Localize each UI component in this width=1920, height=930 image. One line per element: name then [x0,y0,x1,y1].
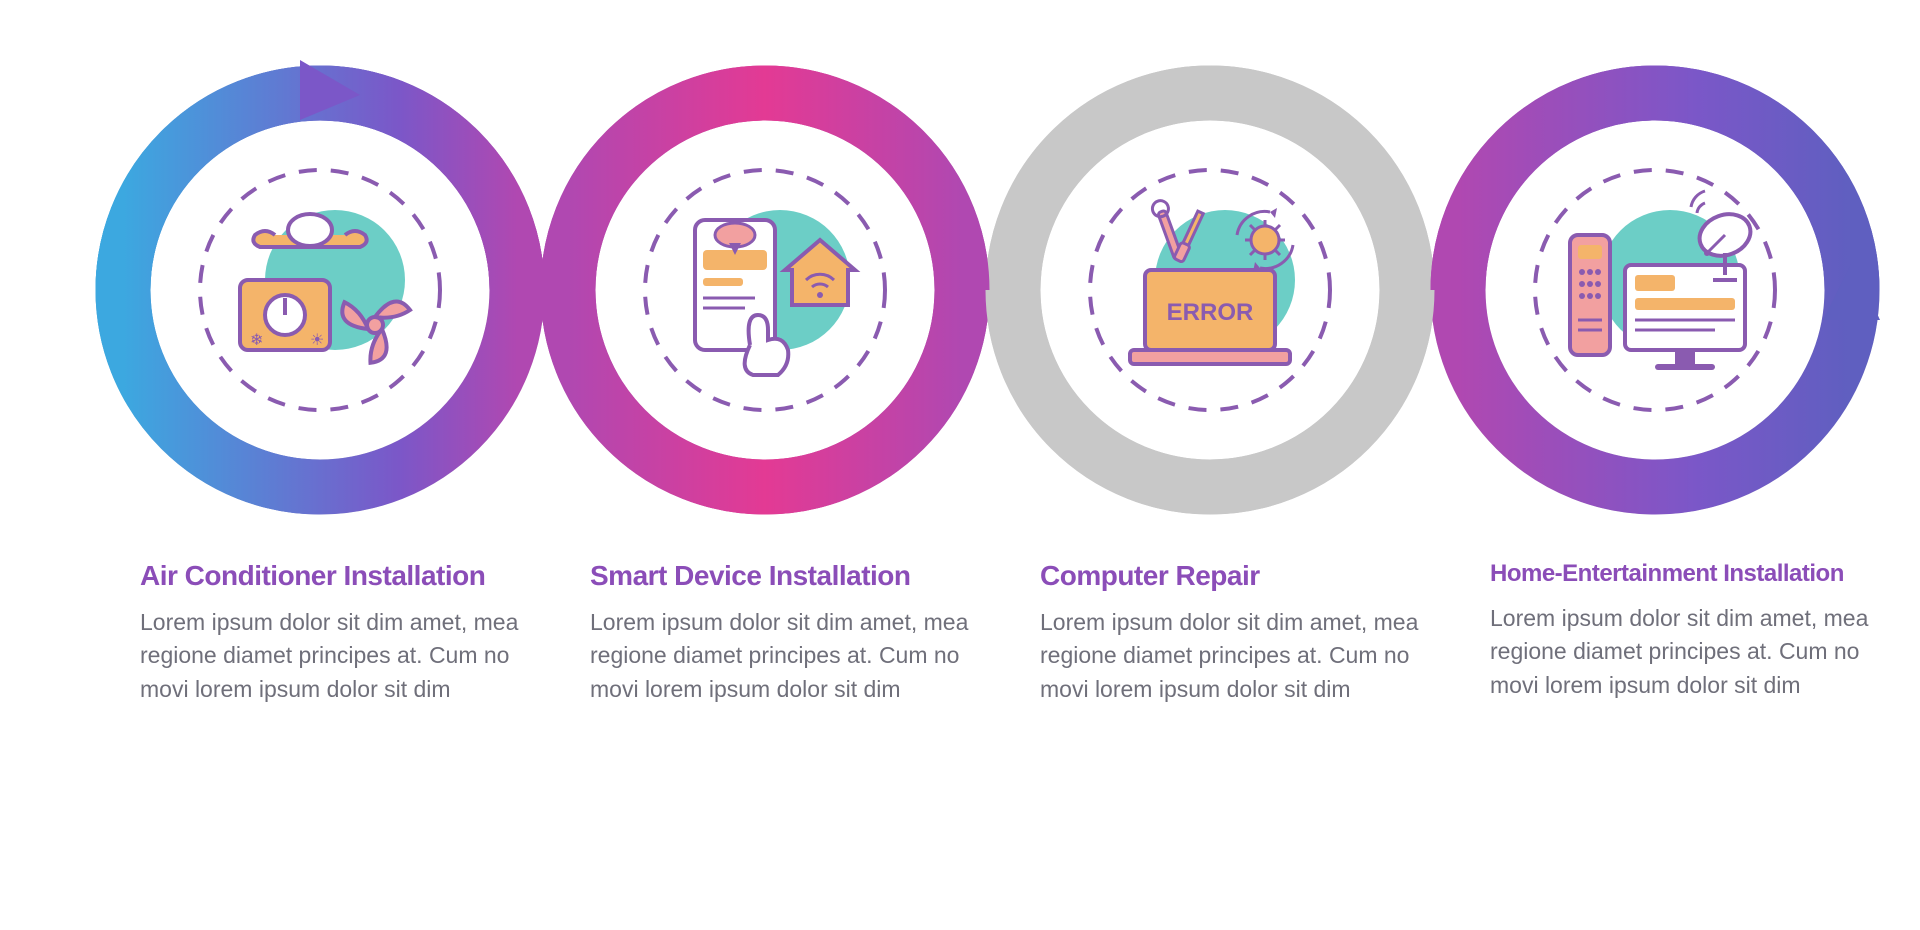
caption-4-title: Home-Entertainment Installation [1490,560,1870,588]
caption-3: Computer Repair Lorem ipsum dolor sit di… [1040,560,1420,706]
caption-2: Smart Device Installation Lorem ipsum do… [590,560,970,706]
caption-1: Air Conditioner Installation Lorem ipsum… [140,560,520,706]
caption-2-body: Lorem ipsum dolor sit dim amet, mea regi… [590,606,970,706]
caption-2-title: Smart Device Installation [590,560,970,592]
caption-3-body: Lorem ipsum dolor sit dim amet, mea regi… [1040,606,1420,706]
svg-text:❄: ❄ [250,332,263,349]
caption-3-title: Computer Repair [1040,560,1420,592]
infographic-stage: ❄ ☀ [0,0,1920,930]
ring-chain-svg: ❄ ☀ [0,0,1920,930]
caption-4: Home-Entertainment Installation Lorem ip… [1490,560,1870,706]
error-label: ERROR [1167,299,1254,326]
caption-1-body: Lorem ipsum dolor sit dim amet, mea regi… [140,606,520,706]
caption-1-title: Air Conditioner Installation [140,560,520,592]
svg-text:☀: ☀ [310,332,324,349]
captions-row: Air Conditioner Installation Lorem ipsum… [140,560,1870,706]
caption-4-body: Lorem ipsum dolor sit dim amet, mea regi… [1490,602,1870,702]
